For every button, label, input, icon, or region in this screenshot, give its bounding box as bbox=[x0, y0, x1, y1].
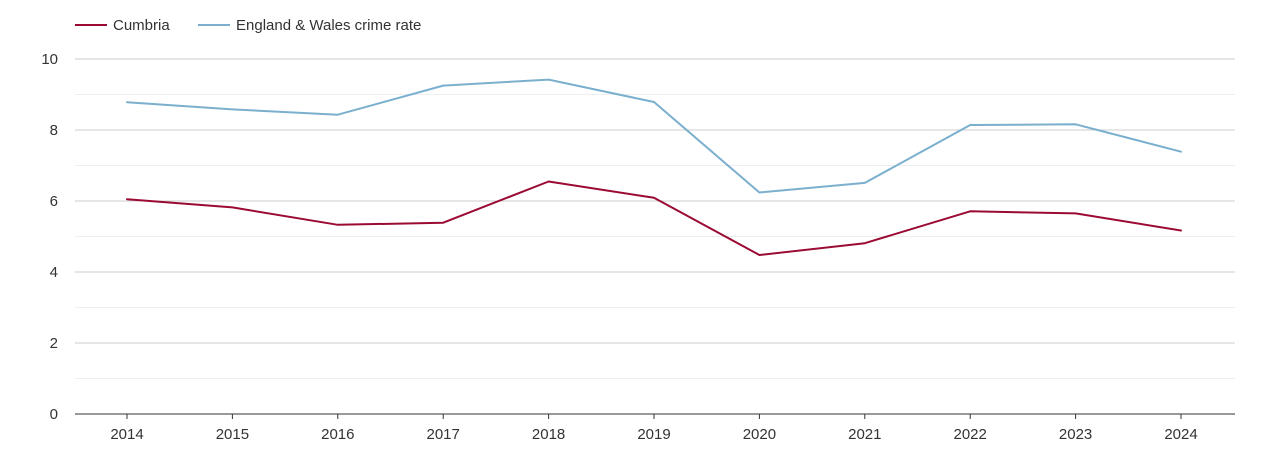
axes: 0 2 4 6 8 10 2014 2015 2016 2017 2018 2019 2020 2021 2… bbox=[41, 51, 1235, 443]
x-tick-label: 2022 bbox=[954, 426, 987, 443]
y-tick-label: 4 bbox=[50, 264, 58, 281]
x-tick-label: 2019 bbox=[637, 426, 670, 443]
x-tick-label: 2024 bbox=[1164, 426, 1197, 443]
series-line-cumbria[interactable] bbox=[126, 180, 1182, 256]
grid-lines bbox=[75, 58, 1235, 379]
y-tick-label: 10 bbox=[41, 51, 58, 68]
x-tick-label: 2017 bbox=[427, 426, 460, 443]
y-tick-label: 8 bbox=[50, 122, 58, 139]
x-tick-label: 2016 bbox=[321, 426, 354, 443]
y-tick-label: 2 bbox=[50, 335, 58, 352]
legend-label: England & Wales crime rate bbox=[236, 17, 421, 34]
x-tick-label: 2023 bbox=[1059, 426, 1092, 443]
y-tick-label: 6 bbox=[50, 193, 58, 210]
legend-label: Cumbria bbox=[113, 17, 170, 34]
x-tick-label: 2014 bbox=[110, 426, 143, 443]
y-tick-label: 0 bbox=[50, 406, 58, 423]
legend[interactable]: Cumbria England & Wales crime rate bbox=[75, 17, 421, 34]
x-tick-label: 2018 bbox=[532, 426, 565, 443]
legend-item-england-wales[interactable]: England & Wales crime rate bbox=[198, 17, 421, 34]
series-lines bbox=[126, 78, 1182, 256]
x-tick-label: 2020 bbox=[743, 426, 776, 443]
legend-item-cumbria[interactable]: Cumbria bbox=[75, 17, 170, 34]
x-tick-label: 2021 bbox=[848, 426, 881, 443]
x-tick-label: 2015 bbox=[216, 426, 249, 443]
series-line-england-wales[interactable] bbox=[126, 78, 1182, 194]
